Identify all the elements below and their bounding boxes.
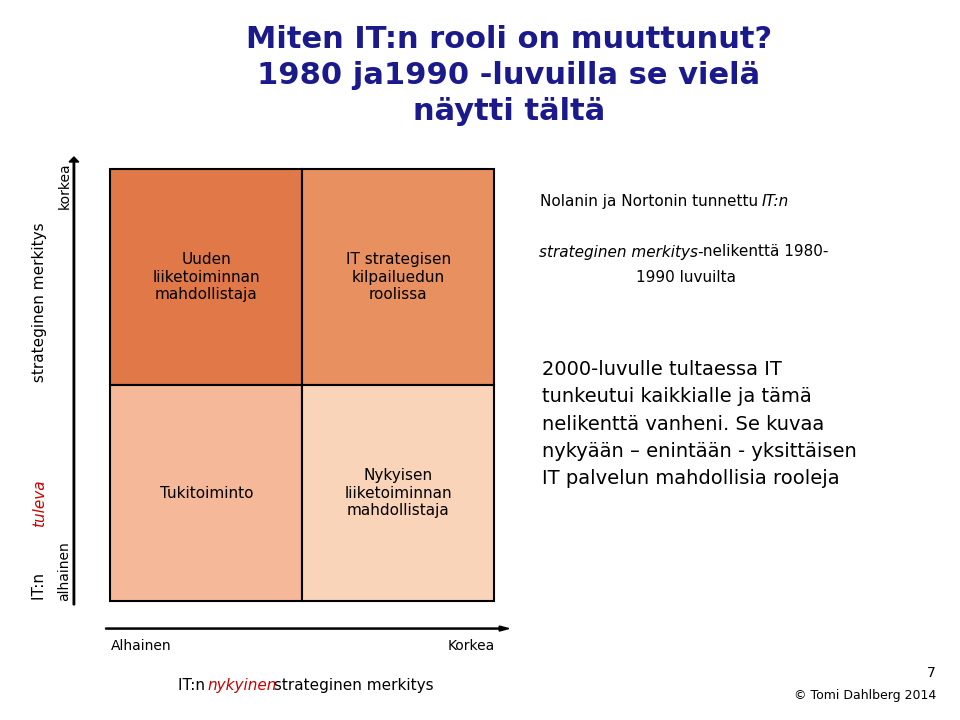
- Text: IT strategisen
kilpailuedun
roolissa: IT strategisen kilpailuedun roolissa: [346, 252, 451, 302]
- Text: näytti tältä: näytti tältä: [413, 97, 605, 126]
- Text: Nolanin ja Nortonin tunnettu: Nolanin ja Nortonin tunnettu: [540, 194, 762, 209]
- Text: nykyinen: nykyinen: [207, 678, 277, 693]
- Text: alhainen: alhainen: [58, 541, 71, 601]
- Text: Uuden
liiketoiminnan
mahdollistaja: Uuden liiketoiminnan mahdollistaja: [153, 252, 260, 302]
- Text: 7: 7: [927, 667, 936, 680]
- Text: 1980 ja1990 -luvuilla se vielä: 1980 ja1990 -luvuilla se vielä: [257, 61, 760, 90]
- Text: tuleva: tuleva: [32, 479, 47, 526]
- Text: Tukitoiminto: Tukitoiminto: [159, 486, 253, 500]
- Text: Nykyisen
liiketoiminnan
mahdollistaja: Nykyisen liiketoiminnan mahdollistaja: [345, 468, 452, 518]
- Text: Alhainen: Alhainen: [110, 639, 171, 653]
- Text: © Tomi Dahlberg 2014: © Tomi Dahlberg 2014: [794, 689, 936, 702]
- Text: strateginen merkitys: strateginen merkitys: [32, 222, 47, 387]
- Text: IT:n: IT:n: [32, 567, 47, 600]
- Text: IT:n: IT:n: [761, 194, 788, 209]
- Text: nelikenttä 1980-: nelikenttä 1980-: [699, 245, 828, 259]
- Text: korkea: korkea: [58, 162, 71, 209]
- Text: IT:n: IT:n: [178, 678, 209, 693]
- Text: strateginen merkitys-: strateginen merkitys-: [539, 245, 704, 259]
- Text: 1990 luvuilta: 1990 luvuilta: [636, 270, 736, 285]
- Text: Miten IT:n rooli on muuttunut?: Miten IT:n rooli on muuttunut?: [246, 25, 772, 54]
- Text: strateginen merkitys: strateginen merkitys: [269, 678, 434, 693]
- Text: Korkea: Korkea: [447, 639, 494, 653]
- Text: 2000-luvulle tultaessa IT
tunkeutui kaikkialle ja tämä
nelikenttä vanheni. Se ku: 2000-luvulle tultaessa IT tunkeutui kaik…: [542, 360, 857, 488]
